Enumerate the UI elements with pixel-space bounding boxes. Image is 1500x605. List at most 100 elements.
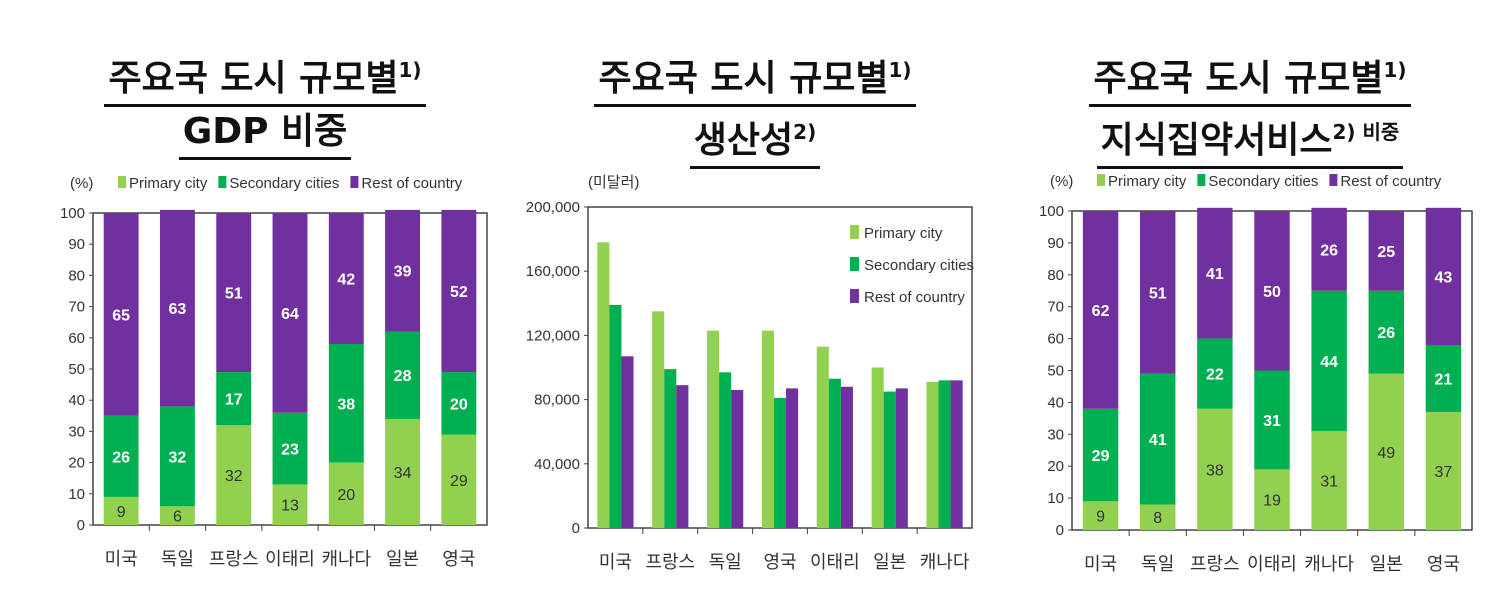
data-label: 20 xyxy=(450,396,468,413)
bar-primary xyxy=(816,346,829,528)
bar-primary xyxy=(159,506,195,525)
y-tick-label: 120,000 xyxy=(526,327,580,344)
bar-rest xyxy=(1140,211,1176,374)
data-label: 52 xyxy=(450,284,468,301)
bar-secondary xyxy=(828,378,841,528)
y-tick-label: 30 xyxy=(1047,426,1064,443)
bar-secondary xyxy=(1311,290,1347,432)
bar-secondary xyxy=(883,391,896,528)
legend-swatch xyxy=(1197,174,1206,186)
y-tick-label: 80 xyxy=(1047,267,1064,284)
y-tick-label: 20 xyxy=(1047,458,1064,475)
legend-swatch xyxy=(118,176,126,188)
bar-rest xyxy=(272,213,308,413)
data-label: 22 xyxy=(1206,367,1224,384)
bar-rest xyxy=(1082,211,1119,409)
legend-label: Primary city xyxy=(129,175,208,192)
data-label: 9 xyxy=(1096,509,1105,526)
bar-primary xyxy=(1368,373,1404,530)
chart-title-1: 주요국 도시 규모별1) GDP 비중 xyxy=(40,45,490,160)
data-label: 32 xyxy=(169,449,187,466)
bar-secondary xyxy=(385,331,421,419)
bar-rest xyxy=(1368,211,1404,291)
x-tick-label: 독일 xyxy=(1141,554,1174,574)
bar-secondary xyxy=(1368,290,1404,374)
bar-rest xyxy=(385,209,421,332)
bar-primary xyxy=(597,242,610,528)
bar-primary xyxy=(216,425,252,525)
data-label: 26 xyxy=(1377,325,1395,342)
bar-secondary xyxy=(1082,408,1119,502)
y-tick-label: 90 xyxy=(68,236,85,253)
bar-secondary xyxy=(159,406,195,507)
data-label: 65 xyxy=(112,307,130,324)
data-label: 43 xyxy=(1435,269,1453,286)
y-tick-label: 40,000 xyxy=(534,456,580,473)
bar-rest xyxy=(786,388,799,528)
bar-rest xyxy=(1311,207,1347,291)
y-axis-label: (%) xyxy=(1050,173,1073,190)
y-tick-label: 100 xyxy=(1039,203,1064,220)
bar-primary xyxy=(103,496,139,525)
bar-primary xyxy=(1254,469,1290,530)
bar-rest xyxy=(840,386,853,528)
x-tick-label: 독일 xyxy=(709,552,742,572)
data-label: 32 xyxy=(225,468,243,485)
legend-swatch xyxy=(350,176,359,188)
bar-primary xyxy=(272,484,308,525)
y-axis-label: (%) xyxy=(70,175,93,192)
data-label: 38 xyxy=(337,396,355,413)
bar-secondary xyxy=(719,372,732,528)
x-tick-label: 캐나다 xyxy=(321,549,371,569)
bar-secondary xyxy=(441,372,477,435)
legend-label: Rest of country xyxy=(361,175,462,192)
bar-primary xyxy=(652,311,665,528)
x-tick-label: 프랑스 xyxy=(645,552,695,572)
bar-secondary xyxy=(328,344,364,463)
y-tick-label: 10 xyxy=(1047,490,1064,507)
bar-secondary xyxy=(938,380,951,528)
bar-primary xyxy=(761,330,774,528)
data-label: 23 xyxy=(281,442,299,459)
y-tick-label: 30 xyxy=(68,423,85,440)
x-tick-label: 영국 xyxy=(763,552,796,572)
x-tick-label: 프랑스 xyxy=(209,549,259,569)
bar-rest xyxy=(1425,207,1462,345)
bar-primary xyxy=(707,330,720,528)
data-label: 13 xyxy=(281,498,299,515)
data-label: 25 xyxy=(1377,244,1395,261)
bar-rest xyxy=(103,213,139,416)
x-tick-label: 영국 xyxy=(1427,554,1460,574)
data-label: 41 xyxy=(1206,266,1224,283)
bar-primary xyxy=(871,367,884,528)
bar-secondary xyxy=(103,415,139,497)
data-label: 20 xyxy=(337,487,355,504)
chart-title-2: 주요국 도시 규모별1) 생산성2) xyxy=(530,45,980,169)
y-tick-label: 70 xyxy=(1047,299,1064,316)
x-tick-label: 미국 xyxy=(105,549,138,569)
x-tick-label: 캐나다 xyxy=(1304,554,1354,574)
data-label: 29 xyxy=(1092,448,1110,465)
data-label: 6 xyxy=(173,509,182,526)
x-tick-label: 이태리 xyxy=(1247,554,1297,574)
legend-label: Secondary cities xyxy=(229,175,339,192)
legend-swatch xyxy=(850,289,859,303)
bar-secondary xyxy=(609,304,622,528)
data-label: 19 xyxy=(1263,493,1281,510)
data-label: 64 xyxy=(281,306,299,323)
data-label: 31 xyxy=(1263,413,1281,430)
bar-primary xyxy=(1311,431,1347,530)
bar-secondary xyxy=(1425,344,1462,412)
bar-secondary xyxy=(216,372,252,426)
y-tick-label: 50 xyxy=(68,361,85,378)
y-tick-label: 70 xyxy=(68,299,85,316)
bar-primary xyxy=(385,418,421,525)
bar-primary xyxy=(1140,504,1176,530)
bar-primary xyxy=(926,381,939,528)
x-tick-label: 미국 xyxy=(599,552,632,572)
data-label: 49 xyxy=(1377,445,1395,462)
legend-swatch xyxy=(1329,174,1338,186)
y-tick-label: 200,000 xyxy=(526,199,580,216)
x-tick-label: 미국 xyxy=(1084,554,1117,574)
